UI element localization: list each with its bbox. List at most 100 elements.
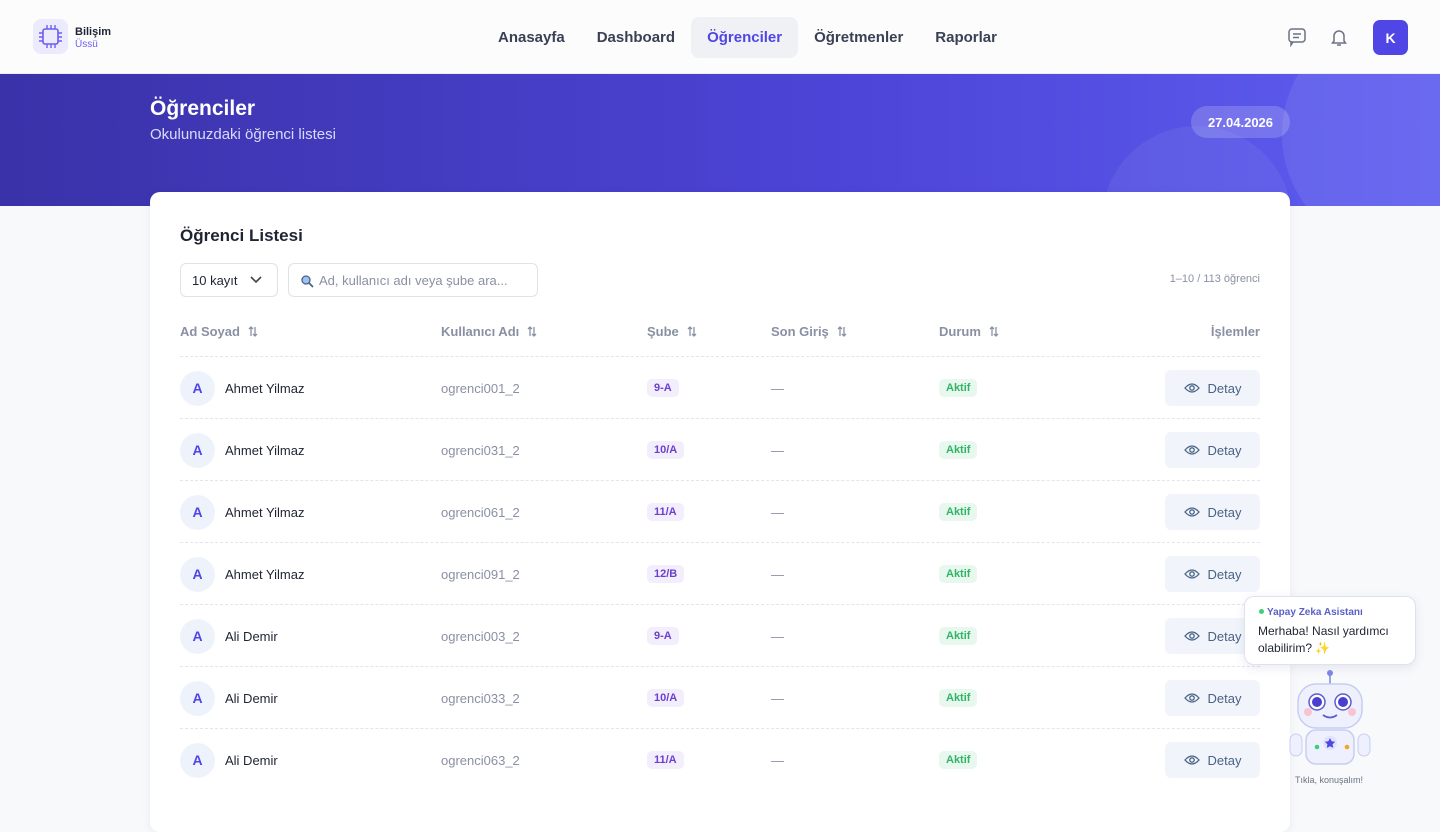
last-login-cell: — [771,667,784,729]
detail-button[interactable]: Detay [1165,742,1260,778]
logo-subtext: Üssü [75,39,98,50]
assistant-message: Merhaba! Nasıl yardımcı olabilirim? ✨ [1258,624,1389,655]
nav-item[interactable]: Öğrenciler [691,17,799,58]
nav-item[interactable]: Anasayfa [498,29,565,46]
detail-button[interactable]: Detay [1165,494,1260,530]
username: ogrenci063_2 [441,752,520,768]
class-badge: 9-A [647,627,679,645]
username-cell: ogrenci031_2 [441,419,520,481]
name-cell: A Ahmet Yilmaz [180,357,304,419]
page-size-select[interactable]: 10 kayıt [180,263,278,297]
table-row: A Ahmet Yilmaz ogrenci031_2 10/A — Aktif Detay [180,418,1260,480]
search-input[interactable]: Ad, kullanıcı adı veya şube ara... [288,263,538,297]
date-badge: 27.04.2026 [1191,106,1290,138]
last-login: — [771,442,784,458]
class-cell: 11/A [647,481,684,543]
table-row: A Ali Demir ogrenci003_2 9-A — Aktif Detay [180,604,1260,666]
column-header[interactable]: Ad Soyad [180,324,258,339]
status-badge: Aktif [939,503,978,521]
page-title: Öğrenciler [150,97,256,120]
column-title: Son Giriş [771,324,829,339]
column-title: İşlemler [1210,324,1260,339]
messages-icon[interactable] [1287,27,1307,47]
nav-item[interactable]: Dashboard [596,29,676,46]
table-row: A Ahmet Yilmaz ogrenci061_2 11/A — Aktif Detay [180,480,1260,542]
column-header[interactable]: Son Giriş [771,324,847,339]
name-cell: A Ali Demir [180,605,278,667]
logo-text: Bilişim [75,26,112,38]
last-login-cell: — [771,357,784,419]
detail-label: Detay [1207,566,1242,582]
student-name: Ahmet Yilmaz [225,442,305,458]
robot-mascot[interactable] [1286,670,1374,772]
chip-icon [39,25,62,48]
status-badge: Aktif [939,627,978,645]
page-size-label: 10 kayıt [192,272,238,288]
class-badge: 10/A [647,689,685,707]
page-banner: Öğrenciler Okulunuzdaki öğrenci listesi … [0,74,1440,206]
sort-icon [527,326,537,337]
nav-item[interactable]: Öğretmenler [814,29,904,46]
detail-button[interactable]: Detay [1165,680,1260,716]
result-count: 1–10 / 113 öğrenci [1169,273,1260,285]
detail-button[interactable]: Detay [1165,556,1260,592]
table-row: A Ahmet Yilmaz ogrenci091_2 12/B — Aktif Detay [180,542,1260,604]
name-cell: A Ali Demir [180,667,278,729]
decor-circle [1282,74,1440,206]
class-badge: 11/A [647,751,684,769]
username: ogrenci091_2 [441,566,520,582]
search-icon [301,275,314,288]
username: ogrenci031_2 [441,442,520,458]
detail-button[interactable]: Detay [1165,432,1260,468]
online-dot [1259,609,1264,614]
username-cell: ogrenci061_2 [441,481,520,543]
last-login: — [771,380,784,396]
column-title: Ad Soyad [180,324,240,339]
username: ogrenci033_2 [441,690,520,706]
sort-icon [248,326,258,337]
last-login-cell: — [771,729,784,791]
name-cell: A Ahmet Yilmaz [180,543,304,605]
class-cell: 10/A [647,419,685,481]
column-header[interactable]: Şube [647,324,697,339]
student-initial: A [180,680,215,716]
last-login: — [771,752,784,768]
eye-icon [1183,445,1200,455]
table-row: A Ali Demir ogrenci033_2 10/A — Aktif Detay [180,666,1260,728]
column-header[interactable]: Durum [939,324,999,339]
app: Bilişim Üssü Anasayfa Dashboard Öğrenciler… [0,17,1440,791]
status-badge: Aktif [939,689,978,707]
eye-icon [1183,755,1200,765]
class-badge: 10/A [647,441,685,459]
username-cell: ogrenci001_2 [441,357,520,419]
notifications-icon[interactable] [1329,27,1349,47]
student-initial: A [180,618,215,654]
student-name: Ali Demir [225,690,278,706]
detail-label: Detay [1207,504,1242,520]
class-badge: 12/B [647,565,685,583]
column-title: Şube [647,324,679,339]
last-login: — [771,566,784,582]
status-badge: Aktif [939,379,978,397]
user-avatar[interactable]: K [1373,20,1408,55]
username-cell: ogrenci091_2 [441,543,520,605]
student-name: Ahmet Yilmaz [225,566,305,582]
nav-item[interactable]: Raporlar [935,29,997,46]
status-cell: Aktif [939,667,978,729]
last-login-cell: — [771,419,784,481]
student-initial: A [180,494,215,530]
page: Öğrenciler {"header":{"logo":{"line1":"B… [0,17,1440,791]
last-login-cell: — [771,543,784,605]
student-name: Ali Demir [225,752,278,768]
detail-button[interactable]: Detay [1165,370,1260,406]
detail-label: Detay [1207,442,1242,458]
eye-icon [1183,631,1200,641]
column-header[interactable]: Kullanıcı Adı [441,324,537,339]
last-login: — [771,628,784,644]
main-nav: Anasayfa Dashboard Öğrenciler Öğretmenler Ra… [482,17,1013,58]
assistant-bubble[interactable]: Yapay Zeka Asistanı Merhaba! Nasıl yardı… [1244,596,1416,665]
username-cell: ogrenci033_2 [441,667,520,729]
class-cell: 12/B [647,543,685,605]
status-cell: Aktif [939,481,978,543]
logo-icon[interactable] [33,19,68,54]
